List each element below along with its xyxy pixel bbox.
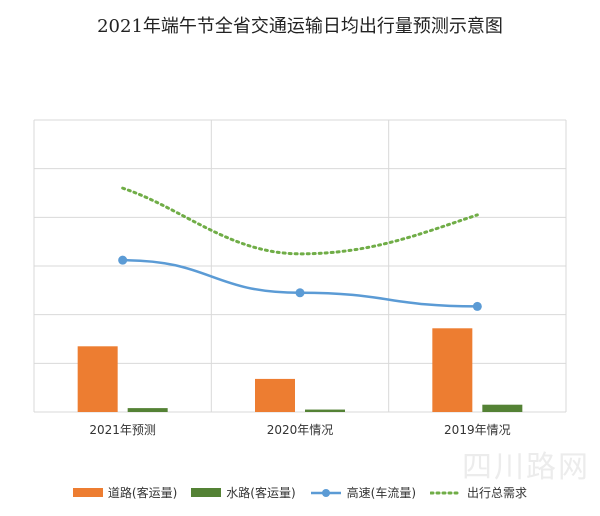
x-tick-label: 2019年情况 [444,423,511,437]
legend-item: 出行总需求 [430,484,527,501]
bar-water [305,409,345,412]
point-highway [472,301,482,311]
legend-swatch [430,491,463,494]
legend-item: 高速(车流量) [310,484,416,501]
bars [77,328,523,412]
legend-swatch [72,488,103,497]
series-line-total-demand [121,186,479,256]
grid [33,119,567,413]
x-tick-label: 2020年情况 [267,423,334,437]
bar-road [432,328,473,412]
x-tick-label: 2021年预测 [89,423,156,437]
lines [118,186,482,311]
legend-label: 出行总需求 [467,486,528,500]
series-line-highway [122,258,478,308]
watermark: 四川路网 [462,450,590,485]
point-highway [295,288,305,298]
point-highway [118,255,128,265]
chart-title: 2021年端午节全省交通运输日均出行量预测示意图 [97,16,503,37]
legend-label: 水路(客运量) [226,486,296,500]
legend-swatch [310,488,341,497]
x-tick-labels: 2021年预测 2020年情况 2019年情况 [89,423,510,437]
legend-label: 高速(车流量) [346,486,417,500]
bar-water [127,408,168,412]
legend: 道路(客运量) 水路(客运量) 高速(车流量) 出行总需求 [0,484,600,501]
legend-label: 道路(客运量) [107,486,178,500]
bar-road [77,346,118,412]
legend-swatch [191,488,222,497]
bar-water [482,404,523,412]
bar-road [255,378,295,412]
legend-item: 道路(客运量) [72,484,178,501]
legend-item: 水路(客运量) [191,484,296,501]
